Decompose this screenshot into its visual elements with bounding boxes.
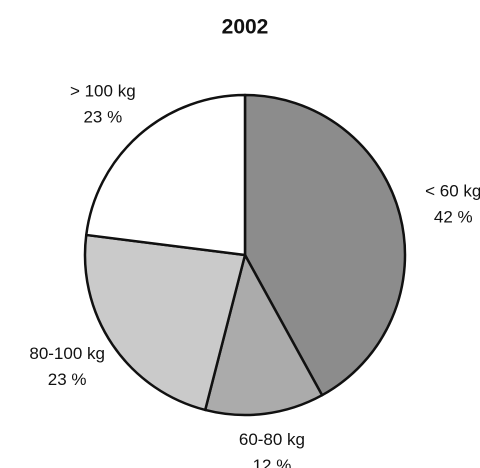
pie-slice [83,233,247,412]
slice-label: 80-100 kg [29,344,105,363]
slice-label: 60-80 kg [239,430,305,449]
slice-label: > 100 kg [70,81,136,100]
pie-slice [85,93,247,257]
chart-title: 2002 [222,16,269,39]
pie-slice [203,253,324,417]
slice-value-label: 23 % [83,107,122,126]
slice-value-label: 23 % [48,370,87,389]
slice-label: < 60 kg [425,182,480,201]
pie-slice [243,93,407,397]
slice-value-label: 12 % [253,456,292,468]
slice-value-label: 42 % [434,208,473,227]
